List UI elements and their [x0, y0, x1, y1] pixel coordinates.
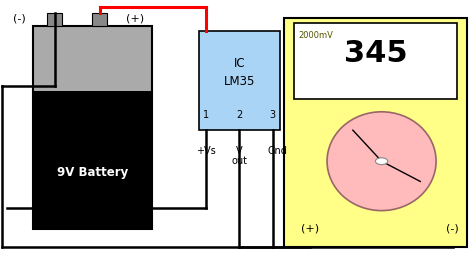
Text: (+): (+) [301, 224, 319, 234]
Bar [294, 23, 457, 99]
Bar [284, 18, 467, 247]
Text: 9V Battery: 9V Battery [57, 166, 128, 179]
Text: (-): (-) [447, 224, 459, 234]
Text: IC
LM35: IC LM35 [224, 57, 255, 88]
Text: 2000mV: 2000mV [299, 31, 334, 40]
Text: +Vs: +Vs [196, 146, 216, 155]
Text: Gnd: Gnd [267, 146, 287, 155]
Bar [47, 13, 62, 26]
Text: 345: 345 [344, 39, 408, 68]
Bar [92, 13, 107, 26]
Bar [33, 91, 152, 229]
Text: V
out: V out [231, 146, 247, 166]
Text: 2: 2 [236, 110, 243, 120]
Ellipse shape [327, 112, 436, 211]
Circle shape [375, 158, 388, 165]
Text: (-): (-) [13, 13, 25, 23]
Text: 1: 1 [203, 110, 209, 120]
Text: (+): (+) [126, 13, 144, 23]
Text: 3: 3 [270, 110, 275, 120]
Bar [199, 31, 280, 130]
Bar [33, 26, 152, 91]
Bar [33, 26, 152, 229]
